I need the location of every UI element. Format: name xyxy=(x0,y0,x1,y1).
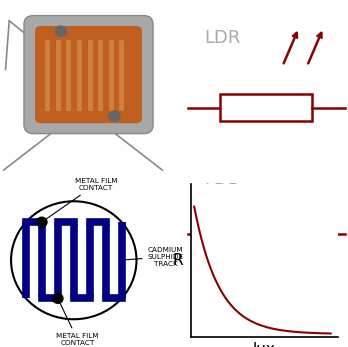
Text: LDR: LDR xyxy=(204,182,240,200)
Circle shape xyxy=(109,111,120,121)
Bar xyxy=(220,94,312,121)
FancyBboxPatch shape xyxy=(35,26,142,123)
Y-axis label: R: R xyxy=(172,253,183,268)
Circle shape xyxy=(53,294,63,303)
X-axis label: lux: lux xyxy=(253,342,276,347)
Text: LDR: LDR xyxy=(204,29,240,47)
Text: METAL FILM
CONTACT: METAL FILM CONTACT xyxy=(56,301,99,346)
Text: METAL FILM
CONTACT: METAL FILM CONTACT xyxy=(44,178,117,220)
Text: CADMIUM
SULPHIDE
TRACK: CADMIUM SULPHIDE TRACK xyxy=(122,247,184,267)
FancyBboxPatch shape xyxy=(24,16,153,134)
Circle shape xyxy=(37,217,47,227)
Circle shape xyxy=(55,26,66,36)
